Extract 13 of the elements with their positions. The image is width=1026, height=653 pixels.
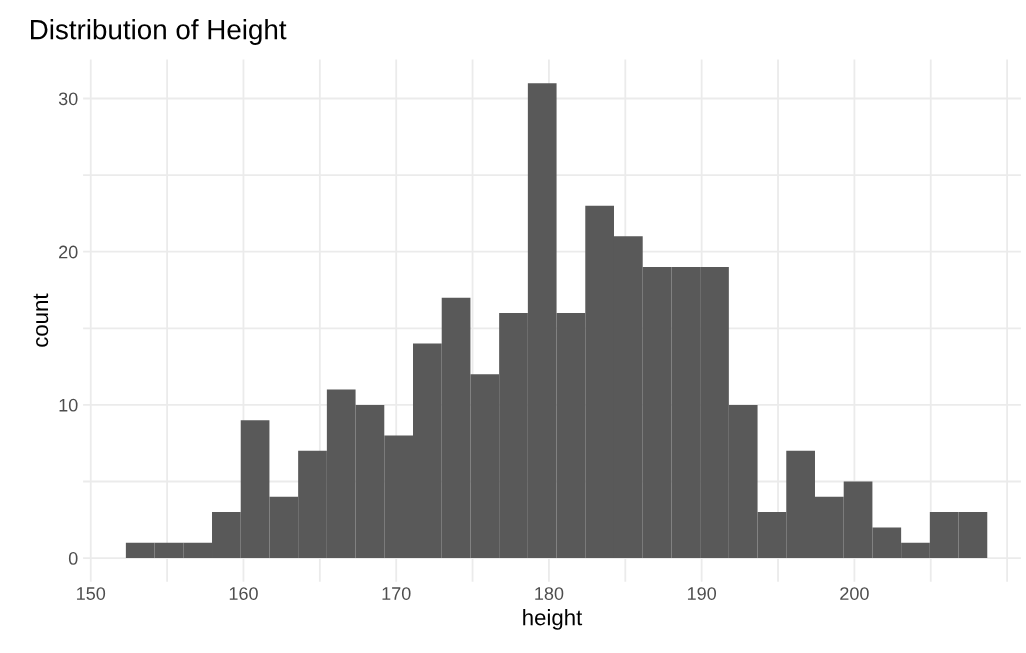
x-tick-label: 150 (77, 587, 106, 600)
x-tick-label: 170 (382, 587, 411, 600)
x-tick-label: 200 (840, 587, 869, 600)
y-tick-label: 30 (58, 92, 78, 106)
x-axis-title: height (523, 609, 583, 630)
y-axis-title: count (33, 293, 49, 347)
x-tick-label: 160 (229, 587, 258, 600)
y-tick-label: 0 (68, 552, 78, 565)
x-tick-label: 190 (687, 587, 717, 600)
x-tick-label: 180 (535, 587, 564, 600)
y-tick-label: 20 (59, 245, 78, 259)
chart-title: Distribution of Height (31, 19, 287, 45)
y-tick-label: 10 (59, 398, 78, 412)
